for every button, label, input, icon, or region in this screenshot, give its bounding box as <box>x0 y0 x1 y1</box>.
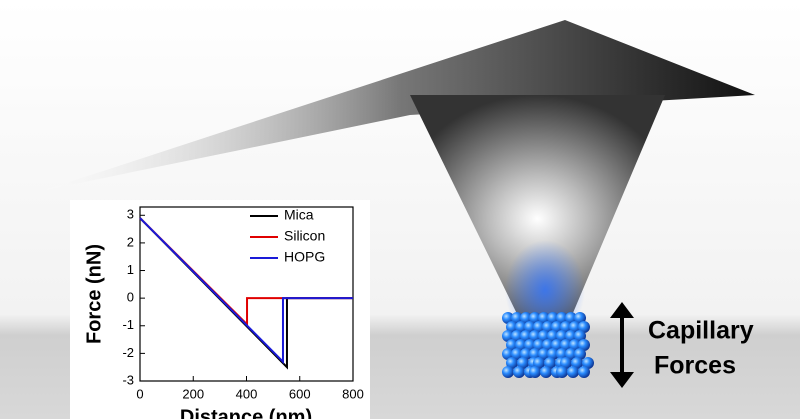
water-sphere <box>551 339 563 351</box>
water-sphere <box>547 330 559 342</box>
x-axis-label: Distance (nm) <box>180 406 312 419</box>
water-sphere <box>542 321 554 333</box>
y-tick-label: 2 <box>127 234 134 249</box>
arrow-head <box>610 302 634 318</box>
water-sphere <box>511 348 523 360</box>
water-sphere <box>569 321 581 333</box>
water-sphere <box>544 357 556 369</box>
water-sphere <box>517 357 529 369</box>
water-sphere <box>578 321 590 333</box>
water-sphere <box>538 330 550 342</box>
water-sphere <box>574 312 586 324</box>
series-line <box>139 217 353 365</box>
tip-cone <box>410 95 665 320</box>
water-sphere <box>540 366 552 378</box>
water-sphere <box>551 321 563 333</box>
water-sphere <box>502 366 514 378</box>
water-sphere <box>565 312 577 324</box>
y-tick-label: -1 <box>122 317 134 332</box>
water-sphere <box>520 312 532 324</box>
force-arrow <box>610 302 634 388</box>
legend-label: HOPG <box>284 249 325 265</box>
water-sphere <box>502 330 514 342</box>
water-sphere <box>502 348 514 360</box>
water-sphere <box>529 330 541 342</box>
x-tick-label: 200 <box>182 386 204 401</box>
water-sphere <box>524 339 536 351</box>
y-tick-label: -3 <box>122 372 134 387</box>
plot: -3 -2 -1 0 1 2 3 0 200 400 600 800 Mica Silicon HOPG <box>122 207 363 402</box>
water-sphere <box>560 339 572 351</box>
water-sphere <box>511 312 523 324</box>
water-sphere <box>502 312 514 324</box>
x-tick-label: 400 <box>236 386 258 401</box>
water-sphere <box>556 348 568 360</box>
y-tick-label: 3 <box>127 207 134 222</box>
annotation: Forces <box>654 352 736 380</box>
water-sphere <box>578 366 590 378</box>
water-sphere <box>529 348 541 360</box>
water-sphere <box>513 366 525 378</box>
water-sphere <box>578 339 590 351</box>
water-sphere <box>529 366 541 378</box>
annotation: Capillary <box>648 317 754 345</box>
water-sphere <box>506 339 518 351</box>
water-sphere <box>582 357 594 369</box>
x-tick-label: 600 <box>289 386 311 401</box>
water-sphere <box>515 321 527 333</box>
y-tick-label: 1 <box>127 262 134 277</box>
x-tick-label: 800 <box>342 386 364 401</box>
water-sphere <box>567 366 579 378</box>
water-sphere <box>538 312 550 324</box>
water-sphere <box>506 357 518 369</box>
water-sphere <box>547 312 559 324</box>
water-sphere <box>520 330 532 342</box>
water-sphere <box>542 339 554 351</box>
water-sphere <box>529 312 541 324</box>
inset-background <box>70 200 370 419</box>
legend-label: Silicon <box>284 228 325 244</box>
water-cluster <box>502 312 594 378</box>
water-sphere <box>556 312 568 324</box>
water-sphere <box>565 348 577 360</box>
water-sphere <box>556 330 568 342</box>
water-sphere <box>524 321 536 333</box>
water-sphere <box>515 339 527 351</box>
cantilever <box>45 20 755 190</box>
water-sphere <box>506 321 518 333</box>
x-tick-label: 0 <box>136 386 143 401</box>
y-tick-label: 0 <box>127 290 134 305</box>
water-sphere <box>533 321 545 333</box>
y-axis-label: Force (nN) <box>83 244 105 344</box>
water-sphere <box>538 348 550 360</box>
water-sphere <box>560 321 572 333</box>
water-sphere <box>571 357 583 369</box>
water-sphere <box>533 339 545 351</box>
water-sphere <box>560 357 572 369</box>
water-sphere <box>574 330 586 342</box>
water-sphere <box>511 330 523 342</box>
water-sphere <box>569 339 581 351</box>
water-sphere <box>533 357 545 369</box>
water-sphere <box>556 366 568 378</box>
arrow-head <box>610 372 634 388</box>
legend-label: Mica <box>284 207 314 223</box>
y-tick-label: -2 <box>122 345 134 360</box>
water-sphere <box>565 330 577 342</box>
